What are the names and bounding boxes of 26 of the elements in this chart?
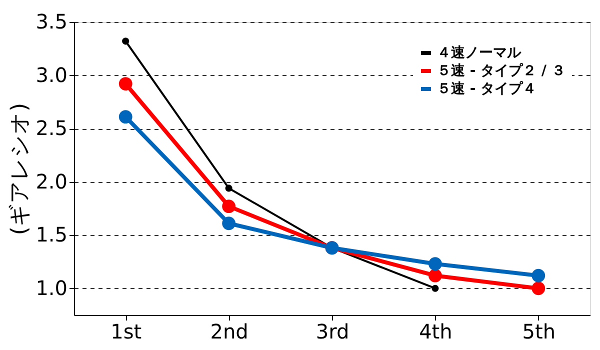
y-tick-label: 2.5 bbox=[36, 116, 68, 140]
x-tick-label: 5th bbox=[522, 320, 556, 344]
y-axis-title: (ギアレシオ) bbox=[8, 102, 33, 236]
y-tick-label: 3.0 bbox=[36, 62, 68, 87]
point bbox=[532, 268, 546, 282]
y-tick-label: 1.0 bbox=[36, 276, 68, 300]
point bbox=[428, 257, 442, 271]
legend-label: ５速 - タイプ４ bbox=[437, 80, 537, 97]
point bbox=[122, 38, 130, 45]
point bbox=[432, 284, 439, 292]
legend-label: ４速ノーマル bbox=[437, 45, 522, 61]
x-tick-label: 3rd bbox=[316, 320, 350, 344]
point bbox=[118, 110, 132, 124]
y-tick-label: 1.5 bbox=[36, 222, 68, 247]
legend-label: ５速 - タイプ２ / ３ bbox=[437, 62, 566, 79]
x-tick-label: 4th bbox=[419, 320, 452, 344]
x-tick-label: 2nd bbox=[210, 320, 248, 344]
point bbox=[118, 77, 132, 90]
y-tick-label: 3.5 bbox=[36, 10, 68, 34]
point bbox=[222, 216, 236, 230]
point bbox=[428, 268, 442, 282]
y-tick-label: 2.0 bbox=[36, 169, 68, 194]
point bbox=[222, 200, 236, 214]
point bbox=[225, 184, 232, 192]
x-tick-label: 1st bbox=[110, 320, 142, 344]
point bbox=[532, 282, 546, 296]
